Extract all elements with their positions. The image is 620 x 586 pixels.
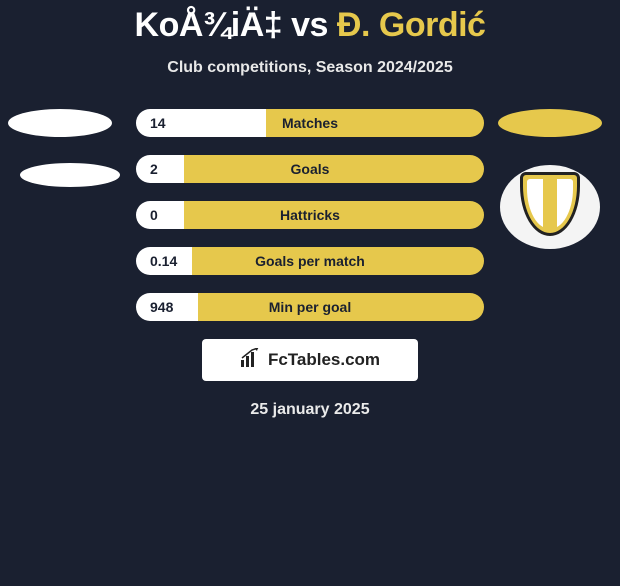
stat-value: 948 <box>136 293 198 321</box>
stat-label: Min per goal <box>269 299 351 315</box>
player2-club-logo <box>500 165 600 249</box>
stat-label: Goals <box>291 161 330 177</box>
stats-area: 14 Matches 2 Goals 0 Hattricks 0.14 Goals per m… <box>0 109 620 321</box>
stat-bar: 0.14 Goals per match <box>136 247 484 275</box>
player1-name: KoÅ¾iÄ‡ <box>135 6 283 44</box>
stat-value: 2 <box>136 155 184 183</box>
branding-badge[interactable]: FcTables.com <box>202 339 418 381</box>
stat-bar: 948 Min per goal <box>136 293 484 321</box>
stat-bar: 2 Goals <box>136 155 484 183</box>
stat-value: 0 <box>136 201 184 229</box>
vs-label: vs <box>291 6 328 44</box>
stat-label: Hattricks <box>280 207 340 223</box>
player1-badge-ellipse-2 <box>20 163 120 187</box>
stat-bar-right <box>184 155 484 183</box>
stat-value: 0.14 <box>136 247 192 275</box>
player1-badge-ellipse <box>8 109 112 137</box>
stat-label: Matches <box>282 115 338 131</box>
date-label: 25 january 2025 <box>0 401 620 419</box>
stat-value: 14 <box>136 109 266 137</box>
stat-row: 0.14 Goals per match <box>0 247 620 275</box>
stat-label: Goals per match <box>255 253 365 269</box>
comparison-title: KoÅ¾iÄ‡ vs Đ. Gordić <box>0 6 620 45</box>
shield-icon <box>515 172 585 242</box>
chart-icon <box>240 348 262 373</box>
player2-badge-ellipse <box>498 109 602 137</box>
stat-bar: 0 Hattricks <box>136 201 484 229</box>
stat-row: 948 Min per goal <box>0 293 620 321</box>
branding-label: FcTables.com <box>268 350 380 370</box>
stat-bar: 14 Matches <box>136 109 484 137</box>
subtitle: Club competitions, Season 2024/2025 <box>0 59 620 77</box>
player2-name: Đ. Gordić <box>337 6 486 44</box>
